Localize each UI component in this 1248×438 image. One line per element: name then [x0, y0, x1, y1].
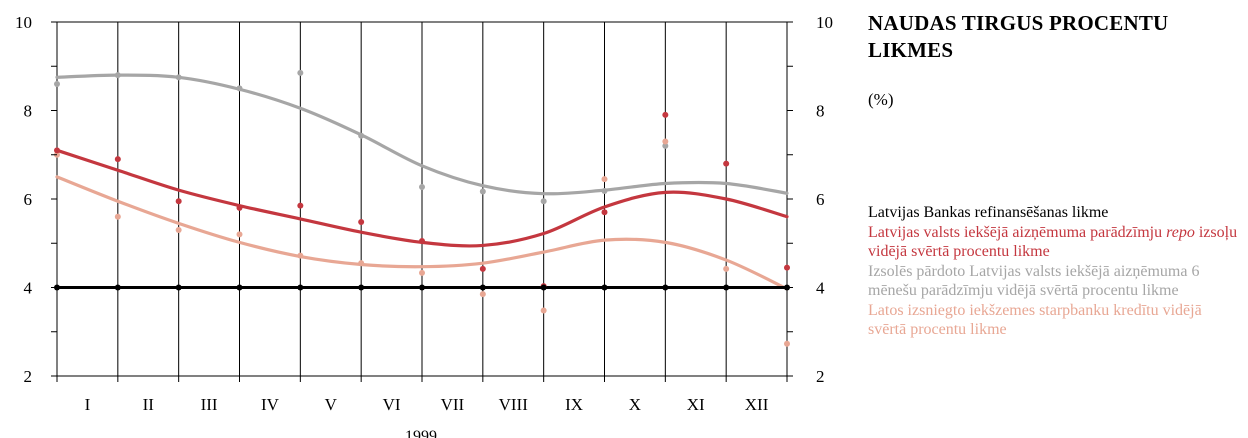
data-point-repo — [479, 265, 486, 272]
data-point-repo — [723, 160, 730, 167]
y-tick-label-right: 4 — [816, 279, 825, 298]
x-tick-label: IV — [261, 395, 280, 414]
data-point-refinance — [723, 284, 730, 291]
data-point-bonds — [297, 69, 304, 76]
x-tick-label: V — [325, 395, 338, 414]
data-point-bonds — [419, 184, 425, 191]
x-axis-label: 1999 — [405, 428, 437, 438]
y-tick-label-left: 8 — [24, 102, 33, 121]
data-point-bonds — [662, 142, 669, 149]
data-point-interbank — [723, 265, 730, 272]
y-tick-label-right: 2 — [816, 367, 825, 386]
x-tick-label: XI — [687, 395, 705, 414]
chart: 2 24 46 68 810 10I II III IV V VI VII VIII IX X XI XII 1… — [15, 13, 833, 438]
x-tick-label: IX — [565, 395, 583, 414]
data-point-bonds — [358, 132, 365, 139]
data-point-interbank — [540, 307, 547, 314]
data-point-repo — [175, 198, 182, 205]
data-point-interbank — [662, 138, 669, 145]
legend-text: repo — [1166, 223, 1195, 241]
y-tick-label-left: 2 — [24, 367, 33, 386]
y-tick-label-right: 10 — [816, 13, 833, 32]
data-point-repo — [358, 219, 365, 226]
y-tick-label-left: 6 — [24, 190, 33, 209]
chart-title: NAUDAS TIRGUS PROCENTU LIKMES — [868, 11, 1169, 62]
x-tick-label: I — [85, 395, 91, 414]
data-point-interbank — [236, 231, 243, 238]
data-point-bonds — [479, 188, 486, 195]
data-point-interbank — [419, 269, 425, 276]
data-point-repo — [784, 264, 790, 271]
data-point-refinance — [236, 284, 243, 291]
data-point-repo — [419, 238, 425, 245]
data-point-interbank — [297, 252, 304, 259]
data-point-repo — [297, 202, 304, 209]
data-point-bonds — [601, 188, 608, 195]
legend-item-interbank: Latos izsniegto iekšzemes starpbanku kre… — [868, 301, 1243, 340]
legend-text: Latos izsniegto iekšzemes starpbanku kre… — [868, 301, 1202, 339]
legend-item-repo: Latvijas valsts iekšējā aizņēmuma parādz… — [868, 223, 1243, 262]
data-point-interbank — [601, 176, 608, 183]
data-point-refinance — [114, 284, 121, 291]
data-point-refinance — [297, 284, 304, 291]
y-tick-label-left: 10 — [15, 13, 32, 32]
data-point-repo — [601, 209, 608, 216]
tick-layer: 2 24 46 68 810 10I II III IV V VI VII VIII IX X XI XII — [15, 13, 833, 414]
legend-text: Latvijas valsts iekšējā aizņēmuma parādz… — [868, 223, 1167, 241]
x-tick-label: VIII — [499, 395, 529, 414]
data-point-repo — [54, 147, 60, 154]
unit-label: (%) — [868, 90, 894, 109]
data-point-bonds — [114, 72, 121, 79]
legend-text: Latvijas Bankas refinansēšanas likme — [868, 204, 1109, 221]
data-point-interbank — [175, 226, 182, 233]
x-tick-label: VI — [383, 395, 401, 414]
data-point-interbank — [479, 291, 486, 298]
x-tick-label: XII — [745, 395, 769, 414]
data-point-bonds — [236, 85, 243, 92]
legend: Latvijas Bankas refinansēšanas likme Latv… — [868, 203, 1243, 340]
y-tick-label-right: 8 — [816, 102, 825, 121]
x-tick-label: VII — [441, 395, 465, 414]
legend-item-refinance: Latvijas Bankas refinansēšanas likme — [868, 203, 1243, 223]
data-point-interbank — [114, 213, 121, 220]
y-tick-label-right: 6 — [816, 190, 825, 209]
data-point-repo — [114, 156, 121, 163]
data-point-refinance — [479, 284, 486, 291]
data-point-repo — [236, 204, 243, 211]
trend-line-interbank — [55, 175, 789, 291]
data-point-interbank — [358, 260, 365, 267]
legend-text: Izsolēs pārdoto Latvijas valsts iekšējā … — [868, 262, 1200, 300]
data-point-refinance — [601, 284, 608, 291]
x-tick-label: II — [143, 395, 155, 414]
point-layer — [54, 69, 790, 347]
data-point-refinance — [540, 284, 547, 291]
data-point-interbank — [784, 340, 790, 347]
data-point-refinance — [662, 284, 669, 291]
data-point-repo — [662, 111, 669, 118]
data-point-bonds — [54, 80, 60, 87]
x-tick-label: III — [201, 395, 218, 414]
legend-text: izsoļu vidējā svērtā procentu likme — [868, 223, 1238, 261]
data-point-bonds — [540, 198, 547, 205]
y-tick-label-left: 4 — [24, 279, 33, 298]
data-point-refinance — [358, 284, 365, 291]
x-tick-label: X — [629, 395, 641, 414]
data-point-bonds — [175, 74, 182, 81]
data-point-refinance — [419, 284, 425, 291]
legend-item-bonds: Izsolēs pārdoto Latvijas valsts iekšējā … — [868, 262, 1243, 301]
data-point-refinance — [175, 284, 182, 291]
